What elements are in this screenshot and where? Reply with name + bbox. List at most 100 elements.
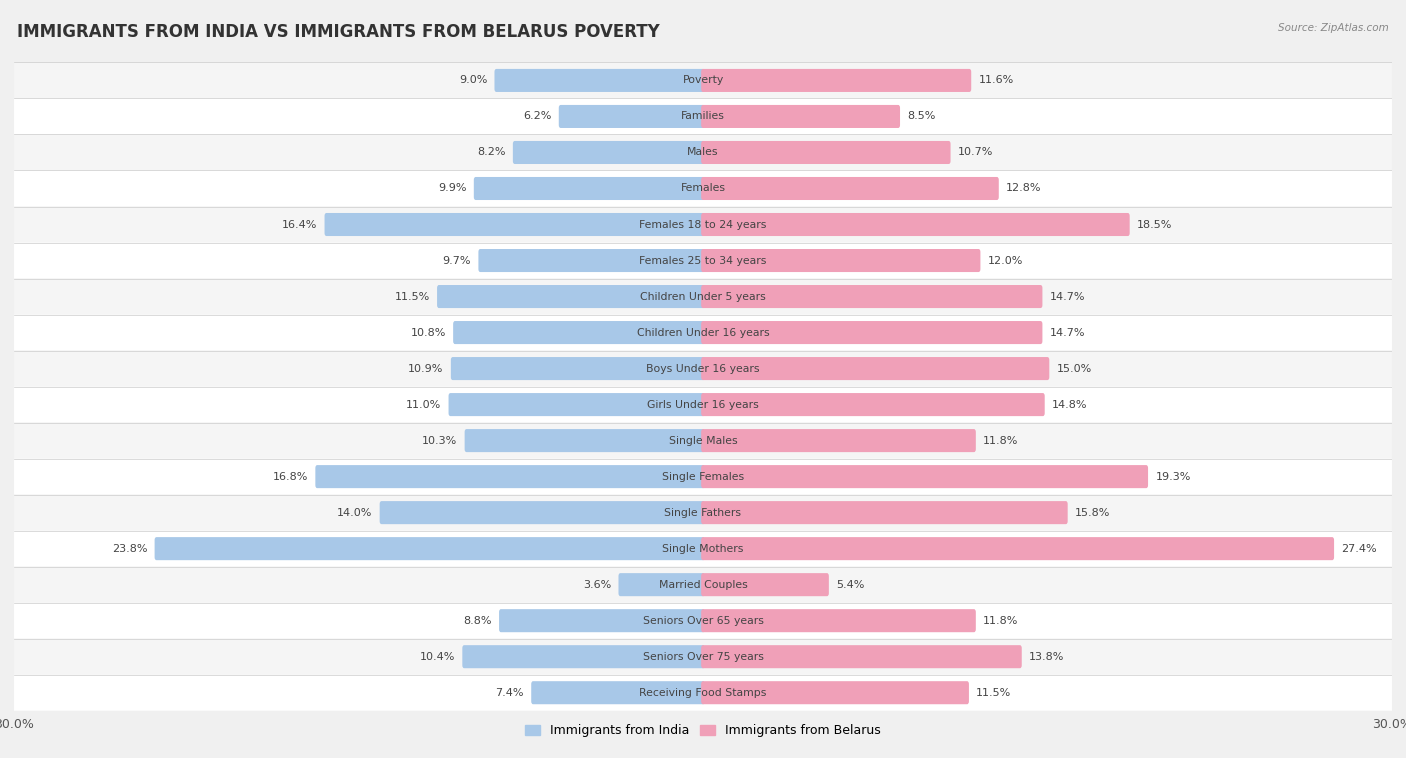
- FancyBboxPatch shape: [702, 357, 1049, 380]
- FancyBboxPatch shape: [702, 501, 1067, 525]
- Text: 6.2%: 6.2%: [523, 111, 551, 121]
- Text: Children Under 5 years: Children Under 5 years: [640, 292, 766, 302]
- Text: Receiving Food Stamps: Receiving Food Stamps: [640, 688, 766, 697]
- Text: 11.8%: 11.8%: [983, 436, 1018, 446]
- Text: 16.4%: 16.4%: [281, 220, 318, 230]
- FancyBboxPatch shape: [155, 537, 704, 560]
- Text: 27.4%: 27.4%: [1341, 543, 1376, 553]
- FancyBboxPatch shape: [499, 609, 704, 632]
- FancyBboxPatch shape: [702, 645, 1022, 669]
- Text: IMMIGRANTS FROM INDIA VS IMMIGRANTS FROM BELARUS POVERTY: IMMIGRANTS FROM INDIA VS IMMIGRANTS FROM…: [17, 23, 659, 41]
- FancyBboxPatch shape: [14, 495, 1392, 531]
- Text: 11.6%: 11.6%: [979, 76, 1014, 86]
- FancyBboxPatch shape: [14, 387, 1392, 423]
- Text: Single Females: Single Females: [662, 471, 744, 481]
- FancyBboxPatch shape: [702, 429, 976, 452]
- Text: 15.0%: 15.0%: [1057, 364, 1092, 374]
- Text: Boys Under 16 years: Boys Under 16 years: [647, 364, 759, 374]
- FancyBboxPatch shape: [478, 249, 704, 272]
- FancyBboxPatch shape: [702, 573, 830, 597]
- Text: Source: ZipAtlas.com: Source: ZipAtlas.com: [1278, 23, 1389, 33]
- Text: 8.2%: 8.2%: [477, 148, 506, 158]
- FancyBboxPatch shape: [14, 350, 1392, 387]
- FancyBboxPatch shape: [14, 639, 1392, 675]
- Text: 11.8%: 11.8%: [983, 615, 1018, 625]
- Text: 14.7%: 14.7%: [1050, 292, 1085, 302]
- Text: 5.4%: 5.4%: [837, 580, 865, 590]
- FancyBboxPatch shape: [474, 177, 704, 200]
- Text: 9.9%: 9.9%: [437, 183, 467, 193]
- Text: 11.5%: 11.5%: [976, 688, 1011, 697]
- FancyBboxPatch shape: [14, 603, 1392, 639]
- FancyBboxPatch shape: [702, 141, 950, 164]
- Text: 11.5%: 11.5%: [395, 292, 430, 302]
- Text: Girls Under 16 years: Girls Under 16 years: [647, 399, 759, 409]
- Text: 10.3%: 10.3%: [422, 436, 457, 446]
- Text: Families: Families: [681, 111, 725, 121]
- FancyBboxPatch shape: [702, 177, 998, 200]
- Text: 23.8%: 23.8%: [111, 543, 148, 553]
- FancyBboxPatch shape: [14, 675, 1392, 711]
- Text: 9.7%: 9.7%: [443, 255, 471, 265]
- Text: 14.0%: 14.0%: [337, 508, 373, 518]
- Text: Single Mothers: Single Mothers: [662, 543, 744, 553]
- Text: Females 18 to 24 years: Females 18 to 24 years: [640, 220, 766, 230]
- FancyBboxPatch shape: [14, 62, 1392, 99]
- Text: 9.0%: 9.0%: [458, 76, 486, 86]
- FancyBboxPatch shape: [325, 213, 704, 236]
- Text: 10.7%: 10.7%: [957, 148, 993, 158]
- Text: 16.8%: 16.8%: [273, 471, 308, 481]
- FancyBboxPatch shape: [14, 423, 1392, 459]
- FancyBboxPatch shape: [702, 681, 969, 704]
- Text: 12.0%: 12.0%: [988, 255, 1024, 265]
- Text: 10.9%: 10.9%: [408, 364, 443, 374]
- FancyBboxPatch shape: [558, 105, 704, 128]
- FancyBboxPatch shape: [14, 459, 1392, 495]
- FancyBboxPatch shape: [449, 393, 704, 416]
- FancyBboxPatch shape: [702, 609, 976, 632]
- FancyBboxPatch shape: [380, 501, 704, 525]
- Text: Single Males: Single Males: [669, 436, 737, 446]
- FancyBboxPatch shape: [702, 537, 1334, 560]
- FancyBboxPatch shape: [14, 243, 1392, 278]
- FancyBboxPatch shape: [14, 99, 1392, 134]
- FancyBboxPatch shape: [437, 285, 704, 308]
- FancyBboxPatch shape: [702, 465, 1149, 488]
- Text: 10.8%: 10.8%: [411, 327, 446, 337]
- FancyBboxPatch shape: [463, 645, 704, 669]
- Text: 11.0%: 11.0%: [406, 399, 441, 409]
- FancyBboxPatch shape: [619, 573, 704, 597]
- Text: 14.7%: 14.7%: [1050, 327, 1085, 337]
- FancyBboxPatch shape: [14, 278, 1392, 315]
- FancyBboxPatch shape: [14, 206, 1392, 243]
- Text: 13.8%: 13.8%: [1029, 652, 1064, 662]
- FancyBboxPatch shape: [702, 213, 1129, 236]
- Text: Married Couples: Married Couples: [658, 580, 748, 590]
- FancyBboxPatch shape: [702, 105, 900, 128]
- Text: 10.4%: 10.4%: [419, 652, 456, 662]
- Text: 15.8%: 15.8%: [1076, 508, 1111, 518]
- Text: Poverty: Poverty: [682, 76, 724, 86]
- Text: 3.6%: 3.6%: [583, 580, 612, 590]
- FancyBboxPatch shape: [14, 567, 1392, 603]
- Text: Seniors Over 65 years: Seniors Over 65 years: [643, 615, 763, 625]
- Text: Seniors Over 75 years: Seniors Over 75 years: [643, 652, 763, 662]
- FancyBboxPatch shape: [702, 321, 1042, 344]
- Legend: Immigrants from India, Immigrants from Belarus: Immigrants from India, Immigrants from B…: [520, 719, 886, 742]
- FancyBboxPatch shape: [702, 249, 980, 272]
- FancyBboxPatch shape: [702, 393, 1045, 416]
- FancyBboxPatch shape: [702, 69, 972, 92]
- Text: Females 25 to 34 years: Females 25 to 34 years: [640, 255, 766, 265]
- Text: 7.4%: 7.4%: [495, 688, 524, 697]
- Text: 8.8%: 8.8%: [463, 615, 492, 625]
- FancyBboxPatch shape: [464, 429, 704, 452]
- FancyBboxPatch shape: [531, 681, 704, 704]
- Text: Males: Males: [688, 148, 718, 158]
- FancyBboxPatch shape: [14, 531, 1392, 567]
- Text: 12.8%: 12.8%: [1007, 183, 1042, 193]
- Text: 8.5%: 8.5%: [907, 111, 936, 121]
- FancyBboxPatch shape: [14, 315, 1392, 350]
- FancyBboxPatch shape: [14, 171, 1392, 206]
- FancyBboxPatch shape: [495, 69, 704, 92]
- Text: 14.8%: 14.8%: [1052, 399, 1088, 409]
